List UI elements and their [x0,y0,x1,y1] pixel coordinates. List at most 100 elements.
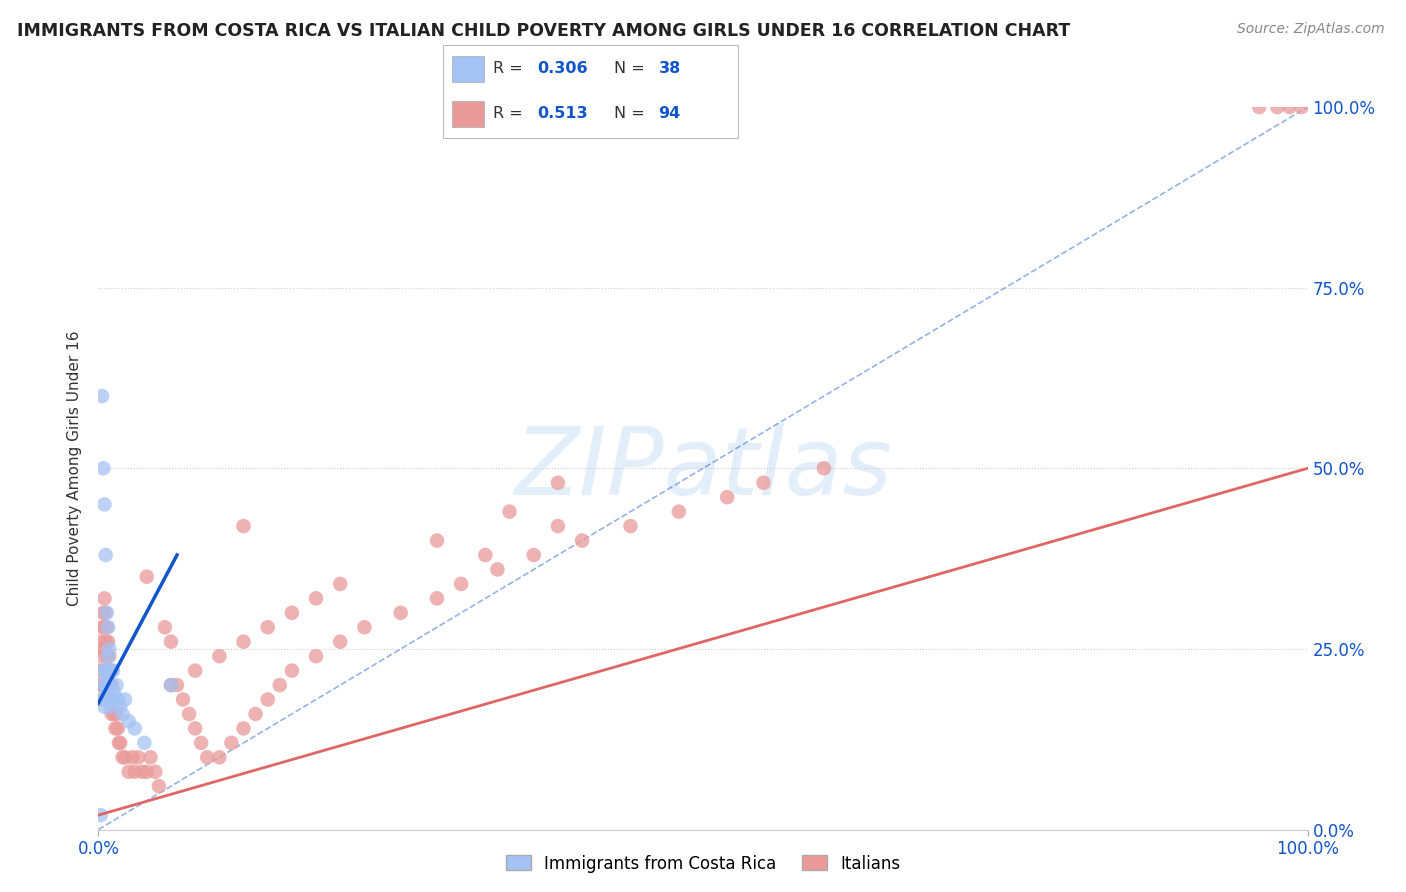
Point [100,664,122,678]
Point [118,714,141,728]
Point [94,606,117,620]
Point [1278,100,1301,114]
Point [97,671,120,685]
Text: N =: N = [614,62,650,77]
Point [93,498,115,512]
Point [1267,100,1289,114]
Point [98,642,121,657]
Point [107,722,129,736]
Point [91,389,114,403]
Point [105,706,128,721]
Point [90,634,112,648]
Point [160,634,183,648]
Point [121,750,143,764]
Point [135,570,157,584]
Point [426,591,449,606]
Point [124,764,146,779]
Point [97,664,120,678]
Point [305,591,328,606]
Point [90,678,112,692]
Point [91,664,114,678]
Point [127,750,149,764]
Text: R =: R = [494,106,529,121]
Point [100,699,122,714]
Point [190,736,212,750]
Point [160,678,183,692]
Point [114,750,136,764]
Point [134,736,156,750]
Point [100,678,122,692]
Point [305,649,328,664]
Point [124,722,146,736]
Point [94,634,117,648]
Point [498,505,520,519]
Point [93,664,115,678]
Point [153,620,176,634]
Point [139,750,162,764]
Point [100,706,122,721]
Point [104,722,127,736]
Point [96,606,118,620]
Text: 0.513: 0.513 [537,106,588,121]
Point [716,490,738,504]
Point [101,692,124,706]
Point [486,562,509,576]
Point [474,548,496,562]
Point [94,678,117,692]
Point [98,678,121,692]
Point [752,475,775,490]
Text: 94: 94 [658,106,681,121]
Point [96,649,118,664]
Point [208,649,231,664]
Point [256,620,278,634]
Point [547,475,569,490]
Point [148,779,170,793]
Point [813,461,835,475]
Bar [451,56,484,82]
Point [166,678,188,692]
Point [184,664,207,678]
Point [100,664,122,678]
Point [1249,100,1271,114]
Point [97,692,120,706]
Point [93,699,115,714]
Point [111,750,134,764]
Point [103,685,125,699]
Point [91,692,114,706]
Point [96,620,118,634]
Point [96,664,118,678]
Point [94,548,117,562]
Point [91,642,114,657]
Point [91,678,114,692]
Point [208,750,231,764]
Point [98,678,121,692]
Point [108,699,131,714]
Point [100,678,122,692]
Point [98,664,121,678]
Point [389,606,412,620]
Point [571,533,593,548]
Point [107,692,129,706]
Point [97,634,120,648]
Legend: Immigrants from Costa Rica, Italians: Immigrants from Costa Rica, Italians [499,848,907,880]
Point [232,634,254,648]
Point [104,692,127,706]
Point [100,664,122,678]
Point [668,505,690,519]
Point [100,692,122,706]
Point [103,706,125,721]
Text: R =: R = [494,62,529,77]
Point [523,548,546,562]
Point [93,678,115,692]
Y-axis label: Child Poverty Among Girls Under 16: Child Poverty Among Girls Under 16 [67,331,83,606]
Point [131,764,153,779]
Text: 0.306: 0.306 [537,62,588,77]
Point [96,678,118,692]
Point [1291,100,1313,114]
Point [105,678,128,692]
Point [111,706,134,721]
Text: Source: ZipAtlas.com: Source: ZipAtlas.com [1237,22,1385,37]
Point [232,722,254,736]
Point [91,461,114,475]
Text: 38: 38 [658,62,681,77]
